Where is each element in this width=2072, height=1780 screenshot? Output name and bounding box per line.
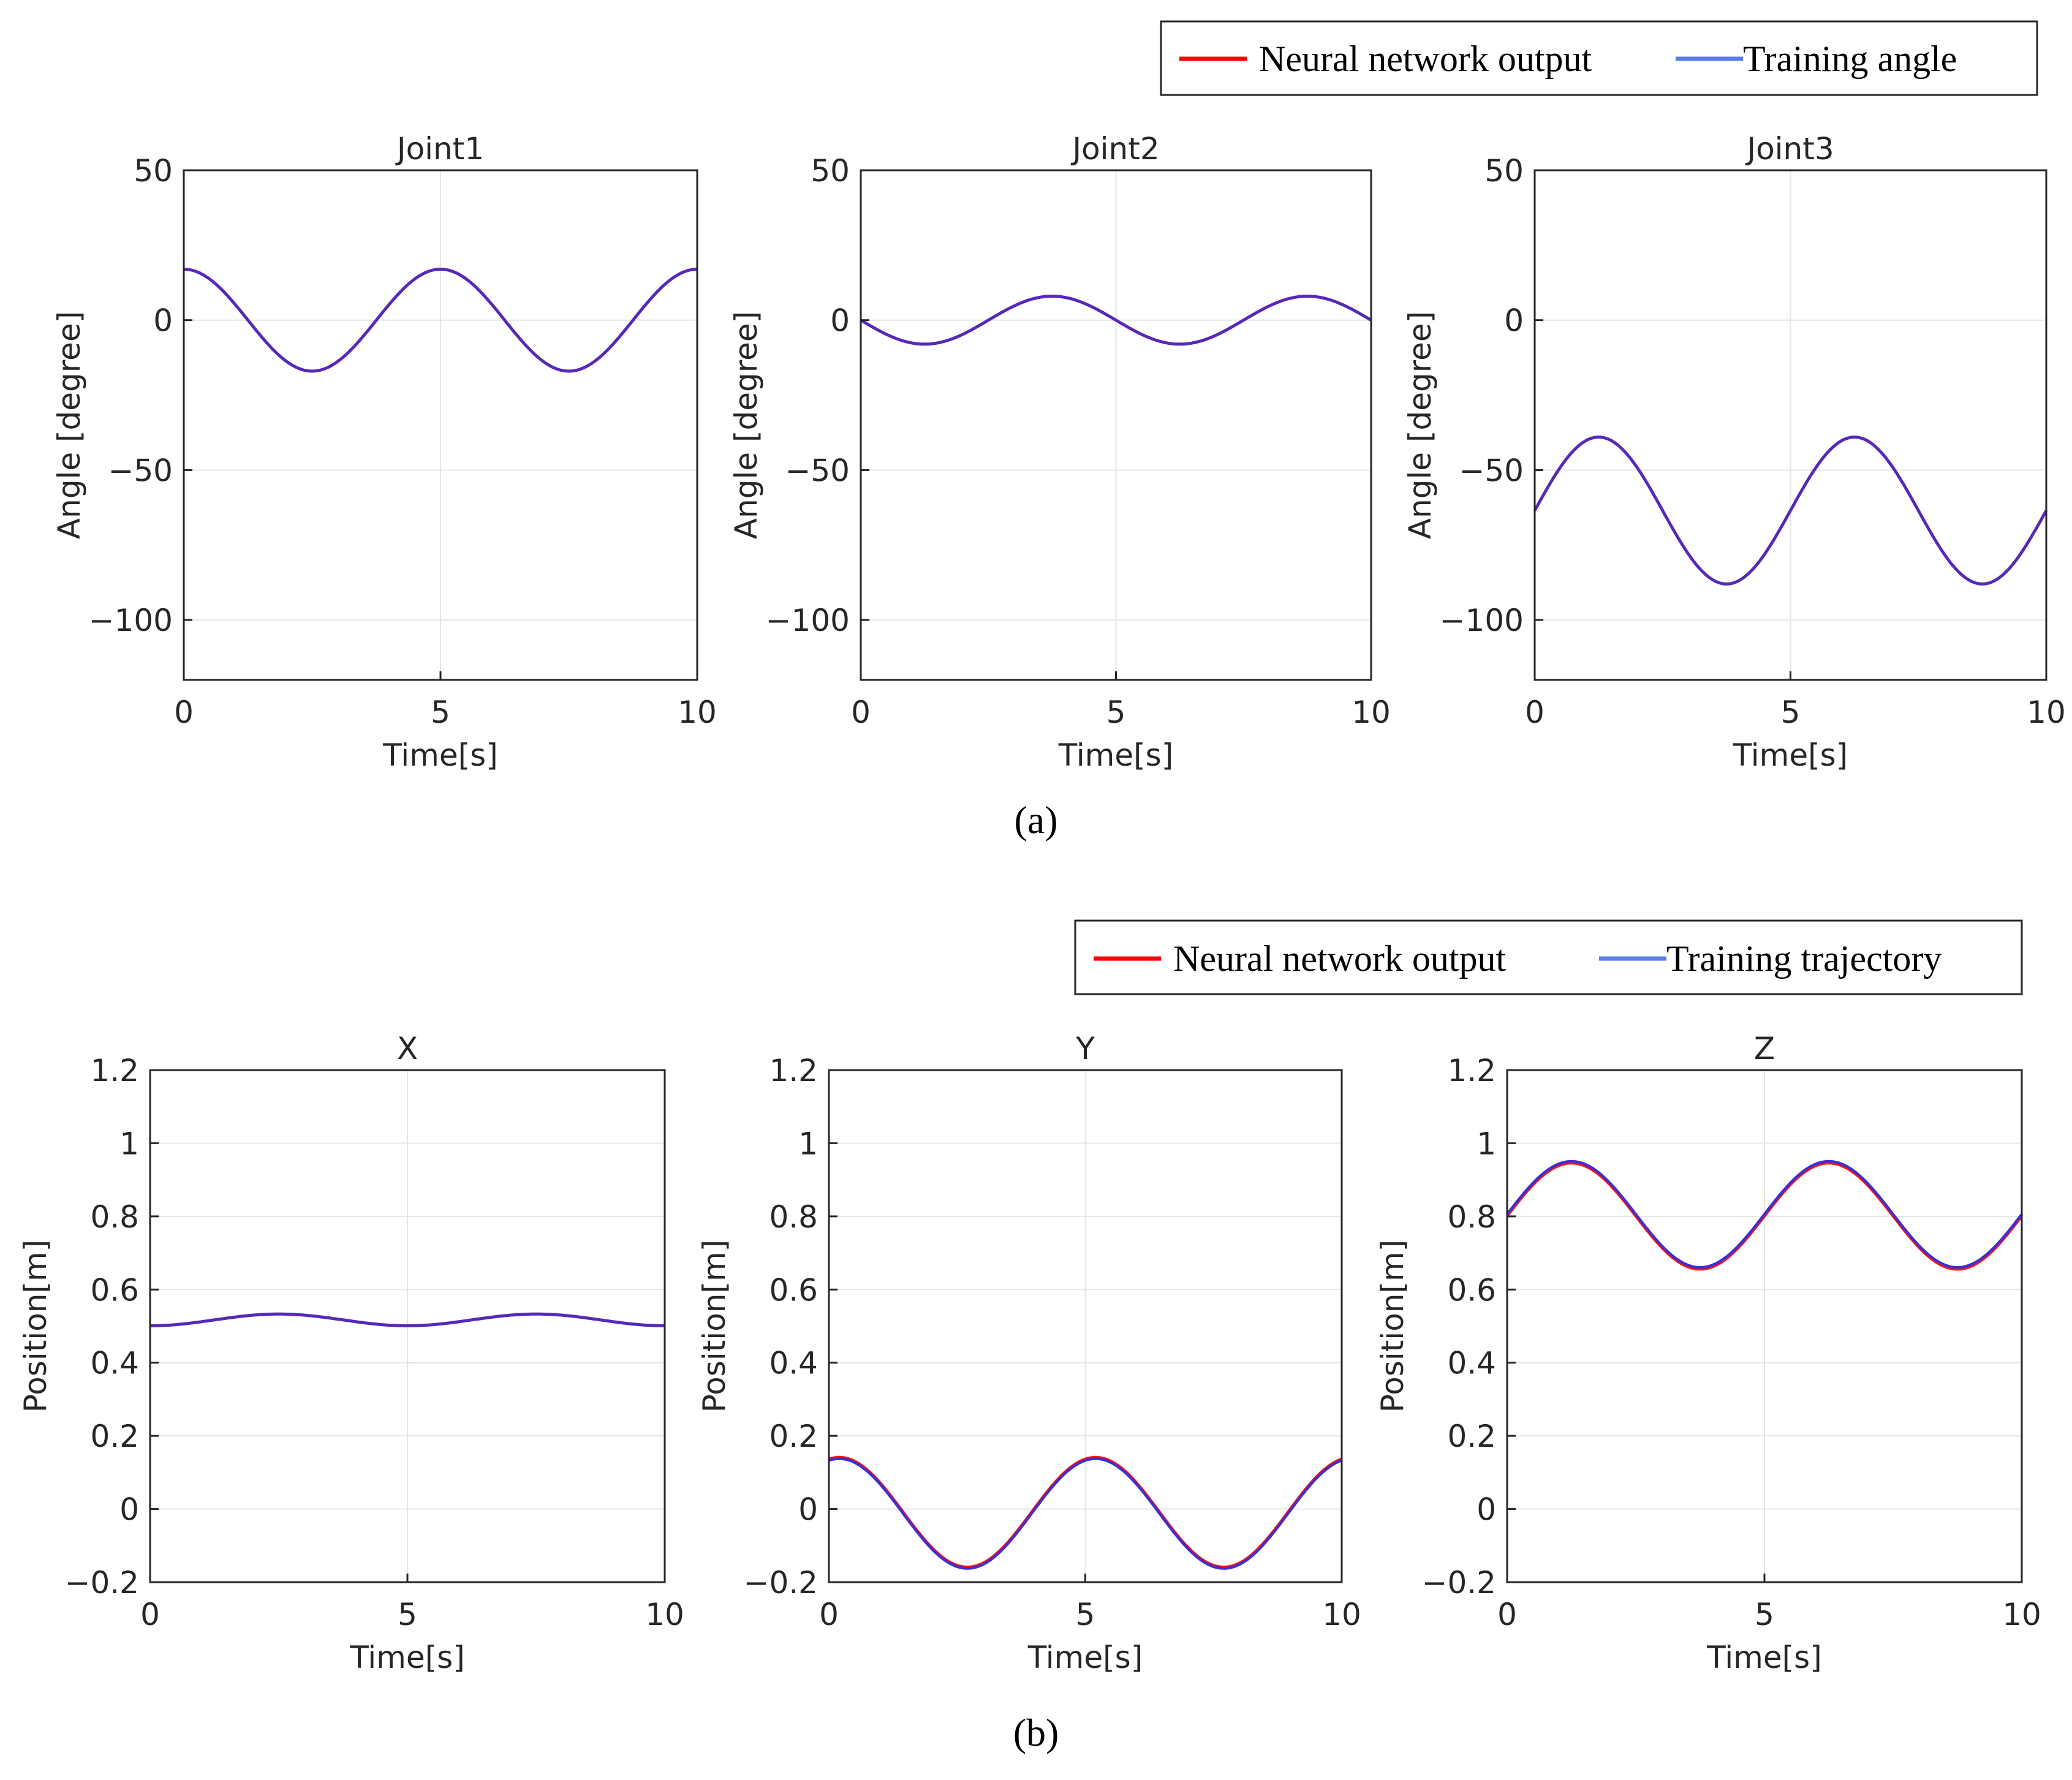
chart-joint1: 0 5 10 50 0 −50 −100 Joint1 Time[s] Angle [degree… (51, 131, 717, 773)
series-line-training-overlay (1533, 436, 2047, 586)
y-tick-label: 0 (830, 303, 850, 339)
chart-title: Joint3 (1745, 131, 1834, 167)
chart-title: Joint2 (1070, 131, 1159, 167)
x-tick-label: 0 (174, 695, 194, 730)
panel-a-label: (a) (1014, 798, 1057, 842)
y-tick-label: 1 (119, 1126, 139, 1161)
x-axis-label: Time[s] (1058, 737, 1173, 773)
y-tick-label: −50 (108, 453, 173, 488)
y-axis-label: Position[m] (18, 1240, 53, 1412)
y-axis-label: Angle [degree] (1402, 311, 1438, 539)
chart-title: Joint1 (395, 131, 484, 167)
y-tick-label: 0 (1504, 303, 1524, 339)
x-axis-label: Time[s] (349, 1640, 464, 1675)
x-tick-label: 0 (1497, 1597, 1517, 1632)
y-tick-label: 0 (153, 303, 173, 339)
x-tick-label: 10 (2027, 695, 2066, 730)
y-axis-label: Angle [degree] (51, 311, 87, 539)
chart-joint3: 0 5 10 50 0 −50 −100 Joint3 Time[s] Angle [degree… (1402, 131, 2066, 773)
y-tick-label: 50 (134, 153, 173, 189)
panel-b-label: (b) (1013, 1711, 1059, 1754)
y-tick-label: 0.6 (769, 1272, 818, 1308)
x-tick-label: 5 (1076, 1597, 1095, 1632)
x-tick-label: 5 (1781, 695, 1801, 730)
y-tick-label: −0.2 (1422, 1565, 1496, 1601)
series-line-training-overlay (184, 268, 697, 372)
x-tick-label: 10 (678, 695, 717, 730)
x-tick-label: 10 (1322, 1597, 1361, 1632)
y-tick-label: 0 (119, 1492, 139, 1528)
x-tick-label: 5 (431, 695, 450, 730)
x-axis-label: Time[s] (1733, 737, 1848, 773)
y-tick-label: 0.6 (90, 1272, 139, 1308)
y-tick-label: 1.2 (769, 1053, 818, 1088)
series-line-training-overlay (150, 1313, 665, 1327)
y-tick-label: 0.4 (1447, 1346, 1496, 1381)
y-tick-label: −50 (1459, 453, 1524, 488)
chart-title: X (397, 1031, 418, 1066)
chart-joint2: 0 5 10 50 0 −50 −100 Joint2 Time[s] Angle [degree… (728, 131, 1391, 773)
y-tick-label: 1 (798, 1126, 818, 1161)
y-tick-label: 0.2 (769, 1419, 818, 1454)
y-tick-label: −100 (1440, 603, 1524, 638)
x-tick-label: 0 (1525, 695, 1545, 730)
legend-b-training-label: Training trajectory (1666, 938, 1942, 979)
x-axis-label: Time[s] (382, 737, 497, 773)
y-tick-label: 0.4 (769, 1346, 818, 1381)
y-tick-label: 1 (1476, 1126, 1496, 1161)
series-line-training-overlay (828, 1457, 1342, 1570)
legend-a-box (1160, 20, 2038, 96)
x-tick-label: 5 (1755, 1597, 1774, 1632)
x-tick-label: 10 (2002, 1597, 2041, 1632)
legend-b-network-label: Neural network output (1173, 938, 1507, 979)
y-axis-label: Angle [degree] (728, 311, 764, 539)
y-tick-label: 1.2 (90, 1053, 139, 1088)
series-line-training-overlay (860, 295, 1372, 345)
y-tick-label: −0.2 (65, 1565, 139, 1601)
legend-a: Neural network output Training angle (1160, 20, 2038, 96)
chart-title: Z (1754, 1031, 1775, 1066)
y-tick-label: −100 (766, 603, 850, 638)
y-tick-label: 50 (1484, 153, 1524, 189)
y-tick-label: 0.2 (90, 1419, 139, 1454)
y-tick-label: 0.2 (1447, 1419, 1496, 1454)
x-tick-label: 5 (398, 1597, 417, 1632)
y-tick-label: 0.8 (769, 1199, 818, 1235)
legend-a-training-label: Training angle (1743, 39, 1957, 79)
y-tick-label: −0.2 (744, 1565, 818, 1601)
chart-title: Y (1075, 1031, 1095, 1066)
x-tick-label: 5 (1106, 695, 1126, 730)
chart-x: 0 5 101.210.80.60.40.20−0.2XTime[s]Positio… (18, 1031, 684, 1675)
x-axis-label: Time[s] (1706, 1640, 1821, 1675)
x-tick-label: 10 (645, 1597, 684, 1632)
chart-z: 0 5 101.210.80.60.40.20−0.2ZTime[s]Positio… (1375, 1031, 2041, 1675)
y-tick-label: 0.8 (1447, 1199, 1496, 1235)
y-tick-label: 0 (1476, 1492, 1496, 1528)
y-tick-label: 0.8 (90, 1199, 139, 1235)
y-axis-label: Position[m] (1375, 1240, 1410, 1412)
x-tick-label: 0 (819, 1597, 839, 1632)
y-tick-label: −100 (89, 603, 173, 638)
x-tick-label: 0 (140, 1597, 160, 1632)
y-tick-label: 0.4 (90, 1346, 139, 1381)
legend-a-network-label: Neural network output (1259, 39, 1592, 79)
y-tick-label: 0.6 (1447, 1272, 1496, 1308)
x-tick-label: 10 (1352, 695, 1391, 730)
x-tick-label: 0 (851, 695, 871, 730)
y-tick-label: 1.2 (1447, 1053, 1496, 1088)
chart-y: 0 5 101.210.80.60.40.20−0.2YTime[s]Positio… (697, 1031, 1361, 1675)
x-axis-label: Time[s] (1027, 1640, 1143, 1675)
y-tick-label: −50 (785, 453, 850, 488)
legend-b-box (1074, 919, 2023, 995)
legend-b: Neural network output Training trajector… (1074, 919, 2023, 995)
y-tick-label: 50 (811, 153, 850, 189)
y-axis-label: Position[m] (697, 1240, 732, 1412)
series-line-training-overlay (1506, 1160, 2023, 1269)
y-tick-label: 0 (798, 1492, 818, 1528)
